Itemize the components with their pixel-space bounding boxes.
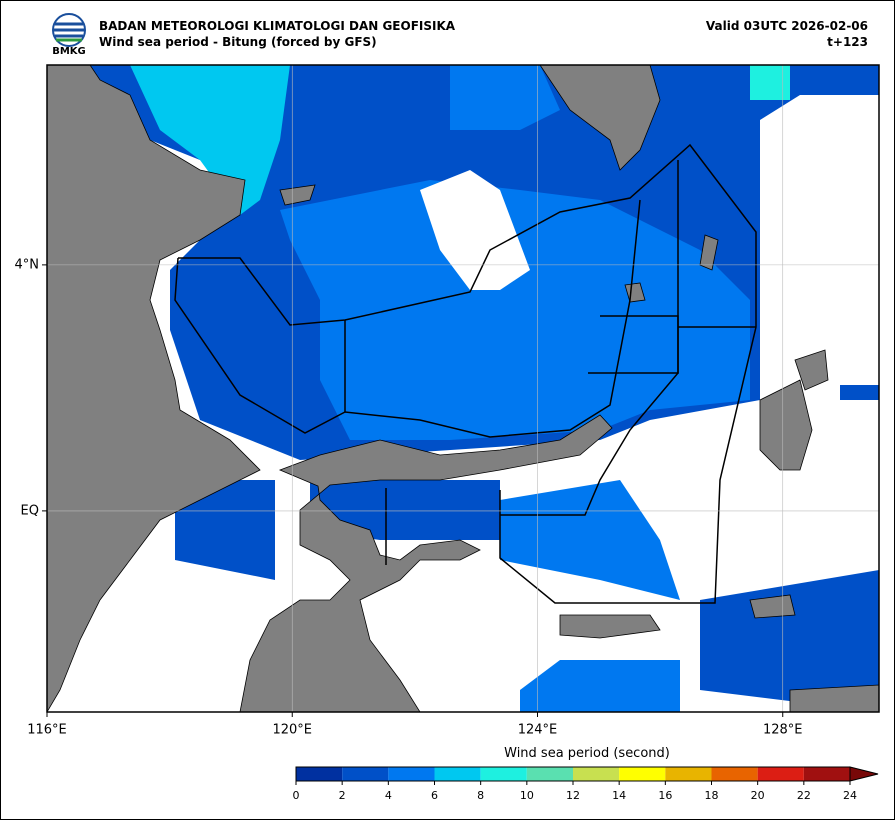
colorbar-segment (434, 767, 481, 781)
colorbar-segment (757, 767, 804, 781)
colorbar-tick-label: 2 (339, 789, 346, 802)
x-tick-label: 116°E (27, 723, 67, 738)
colorbar-tick-label: 24 (843, 789, 857, 802)
map-frame (46, 64, 880, 713)
colorbar-tick-label: 4 (385, 789, 392, 802)
logo-text: BMKG (52, 46, 86, 57)
colorbar-segment (526, 767, 573, 781)
colorbar-segment (573, 767, 620, 781)
header-subtitle: Wind sea period - Bitung (forced by GFS) (99, 35, 377, 49)
colorbar-tick-label: 6 (431, 789, 438, 802)
colorbar-segment (342, 767, 389, 781)
valid-time: Valid 03UTC 2026-02-06 (706, 19, 868, 33)
logo: BMKG (52, 13, 86, 57)
colorbar-tick-label: 16 (658, 789, 672, 802)
colorbar-label: Wind sea period (second) (504, 746, 670, 761)
colorbar-segment (711, 767, 758, 781)
colorbar-segment (480, 767, 527, 781)
colorbar-tick-label: 18 (705, 789, 719, 802)
colorbar-segment (619, 767, 666, 781)
x-tick-label: 128°E (763, 723, 803, 738)
colorbar-tick-label: 10 (520, 789, 534, 802)
colorbar-tick-label: 22 (797, 789, 811, 802)
colorbar-tick-label: 8 (477, 789, 484, 802)
colorbar-segment (665, 767, 712, 781)
colorbar: 0 2 4 6 8 10 12 14 16 18 20 22 24 (293, 766, 879, 802)
y-tick-label: 4°N (15, 257, 40, 272)
colorbar-tick-label: 12 (566, 789, 580, 802)
colorbar-tick-label: 20 (751, 789, 765, 802)
colorbar-tick-label: 14 (612, 789, 626, 802)
map (47, 65, 879, 712)
y-tick-label: EQ (21, 503, 39, 518)
x-tick-label: 120°E (272, 723, 312, 738)
header-title: BADAN METEOROLOGI KLIMATOLOGI DAN GEOFIS… (99, 19, 456, 33)
grid: 116°E 120°E 124°E 128°E EQ 4°N (15, 65, 879, 738)
x-tick-label: 124°E (518, 723, 558, 738)
colorbar-segment (803, 767, 850, 781)
colorbar-segment (388, 767, 435, 781)
colorbar-tick-label: 0 (293, 789, 300, 802)
colorbar-segment (296, 767, 343, 781)
lead-time: t+123 (827, 35, 868, 49)
